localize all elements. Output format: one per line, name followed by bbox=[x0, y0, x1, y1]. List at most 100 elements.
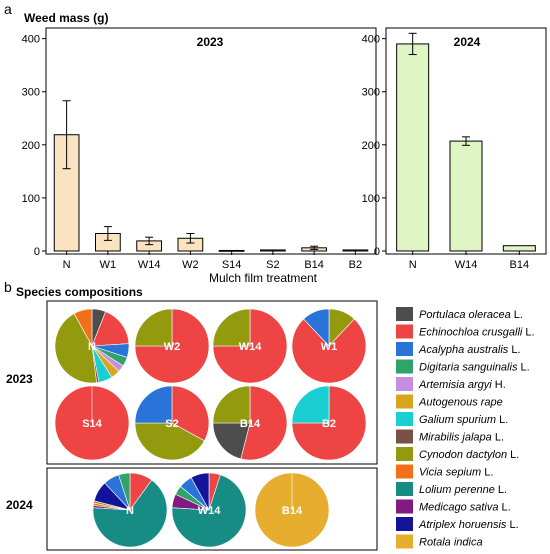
legend-species-authority: L. bbox=[508, 344, 520, 356]
pie-slice bbox=[73, 308, 93, 347]
legend-species-authority: L. bbox=[495, 484, 507, 496]
legend-species-name: Cynodon dactylon bbox=[419, 449, 507, 461]
legend-entry: Digitaria sanguinalis L. bbox=[396, 359, 530, 374]
bar-2023-xtick-label-B14: B14 bbox=[304, 259, 324, 271]
pie-2023-S14: S14 bbox=[54, 385, 130, 461]
bar-2023-bar-B2 bbox=[342, 249, 369, 252]
bar-chart-2023: 2023 0 100 200 300 400 N W1 W14 W2 S14 S2 B14 B2 bbox=[22, 27, 377, 271]
bar-2023-xtick-label-W1: W1 bbox=[100, 259, 117, 271]
legend-swatch bbox=[396, 342, 413, 356]
pie-2023-B14: B14 bbox=[212, 385, 288, 461]
legend-species-name: Rotala indica bbox=[419, 537, 483, 549]
pie-2023-W2: W2 bbox=[134, 308, 210, 384]
bar-2023-xtick-label-S2: S2 bbox=[266, 259, 279, 271]
legend-species-authority: L. bbox=[507, 449, 519, 461]
pie-label-N: N bbox=[126, 505, 134, 517]
bar-2024-ytick-label: 100 bbox=[362, 193, 380, 205]
legend-label: Medicago sativa L. bbox=[419, 502, 511, 514]
legend-swatch bbox=[396, 447, 413, 461]
legend-species-authority: L. bbox=[481, 467, 493, 479]
pie-label-S2: S2 bbox=[165, 418, 178, 430]
pie-slice bbox=[118, 472, 131, 511]
pie-slice bbox=[134, 308, 173, 347]
bar-2024-xtick-label-N: N bbox=[409, 259, 417, 271]
legend-label: Atriplex horuensis L. bbox=[418, 519, 519, 531]
legend-swatch bbox=[396, 324, 413, 339]
pie-label-W1: W1 bbox=[321, 341, 338, 353]
chart-title-2024: 2024 bbox=[454, 35, 481, 49]
bar-chart-2024: 2024 0 100 200 300 400 N W14 B14 bbox=[362, 27, 547, 271]
bar-2024-ytick-label: 200 bbox=[362, 140, 380, 152]
pie-2023-N: N bbox=[54, 308, 130, 384]
pie-label-W14: W14 bbox=[198, 505, 222, 517]
legend-label: Galium spurium L. bbox=[419, 414, 508, 426]
legend-species-name: Autogenous rape bbox=[418, 397, 503, 409]
species-title: Species compositions bbox=[16, 285, 143, 299]
pie-label-N: N bbox=[88, 341, 96, 353]
pie-slice bbox=[240, 385, 288, 461]
pie-frame-2023 bbox=[46, 300, 378, 465]
legend-swatch bbox=[396, 394, 413, 409]
pie-charts: N W2 W14 W1 S14 S2 B14 B2 N W14 B14 bbox=[54, 308, 367, 548]
legend-species-authority: L. bbox=[506, 519, 518, 531]
pie-2023-W1: W1 bbox=[291, 308, 367, 384]
pie-2024-B14: B14 bbox=[254, 472, 330, 548]
row-label-2023: 2023 bbox=[6, 372, 33, 386]
chart-title-2023: 2023 bbox=[197, 35, 224, 49]
bar-2023-ytick-label: 100 bbox=[22, 193, 40, 205]
bar-2023-ytick-label: 400 bbox=[22, 34, 40, 46]
legend-species-authority: L. bbox=[496, 414, 508, 426]
legend-entry: Portulaca oleracea L. bbox=[396, 307, 523, 321]
panel-b-label: b bbox=[4, 279, 12, 295]
legend-species-name: Vicia sepium bbox=[419, 467, 481, 479]
bar-2024-xtick-label-B14: B14 bbox=[510, 259, 530, 271]
legend-species-name: Acalypha australis bbox=[418, 344, 509, 356]
legend-label: Rotala indica bbox=[419, 537, 483, 549]
y-axis-label: Weed mass (g) bbox=[24, 11, 108, 25]
bar-2023-xtick-label-S14: S14 bbox=[222, 259, 242, 271]
x-axis-label: Mulch film treatment bbox=[209, 271, 318, 285]
pie-slice bbox=[303, 308, 330, 347]
pie-slice bbox=[54, 313, 97, 384]
pie-slice bbox=[291, 385, 330, 424]
pie-slice bbox=[171, 385, 210, 442]
legend-species-name: Artemisia argyi bbox=[418, 379, 492, 391]
pie-2024-W14: W14 bbox=[171, 472, 247, 548]
legend-label: Artemisia argyi H. bbox=[418, 379, 506, 391]
bar-2023-ytick-label: 200 bbox=[22, 140, 40, 152]
legend-entry: Artemisia argyi H. bbox=[396, 377, 506, 391]
legend-label: Acalypha australis L. bbox=[418, 344, 521, 356]
legend-entry: Rotala indica bbox=[396, 534, 483, 549]
legend-species-name: Galium spurium bbox=[419, 414, 496, 426]
legend-entry: Atriplex horuensis L. bbox=[396, 517, 519, 531]
plot-frame-2023 bbox=[45, 27, 377, 255]
legend-species-name: Echinochloa crusgalli bbox=[419, 327, 523, 339]
pie-label-B14: B14 bbox=[282, 505, 303, 517]
legend-species-name: Portulaca oleracea bbox=[419, 309, 511, 321]
pie-slice bbox=[291, 318, 367, 384]
legend-label: Mirabilis jalapa L. bbox=[419, 432, 504, 444]
pie-slice bbox=[171, 474, 247, 548]
bar-2023-xtick-label-B2: B2 bbox=[349, 259, 362, 271]
pie-slice bbox=[134, 422, 205, 461]
bar-2024-bar-N bbox=[396, 43, 430, 252]
bar-2024-bar-W14 bbox=[449, 140, 483, 252]
legend-label: Portulaca oleracea L. bbox=[419, 309, 523, 321]
legend-swatch bbox=[396, 517, 413, 531]
pie-slice bbox=[134, 308, 210, 384]
bar-2024-ytick-label: 400 bbox=[362, 34, 380, 46]
legend-species-name: Medicago sativa bbox=[419, 502, 499, 514]
legend-label: Lolium perenne L. bbox=[419, 484, 507, 496]
pie-slice bbox=[212, 422, 251, 460]
pie-2023-S2: S2 bbox=[134, 385, 210, 461]
pie-2024-N: N bbox=[92, 472, 168, 548]
legend-entry: Echinochloa crusgalli L. bbox=[396, 324, 535, 339]
legend-species-authority: L. bbox=[492, 432, 504, 444]
legend-swatch bbox=[396, 464, 413, 479]
panel-a-label: a bbox=[4, 1, 12, 17]
bar-2023-ytick-label: 0 bbox=[34, 246, 40, 258]
pie-slice bbox=[291, 385, 367, 461]
bar-2024-ytick-label: 300 bbox=[362, 87, 380, 99]
pie-slice bbox=[134, 385, 173, 424]
